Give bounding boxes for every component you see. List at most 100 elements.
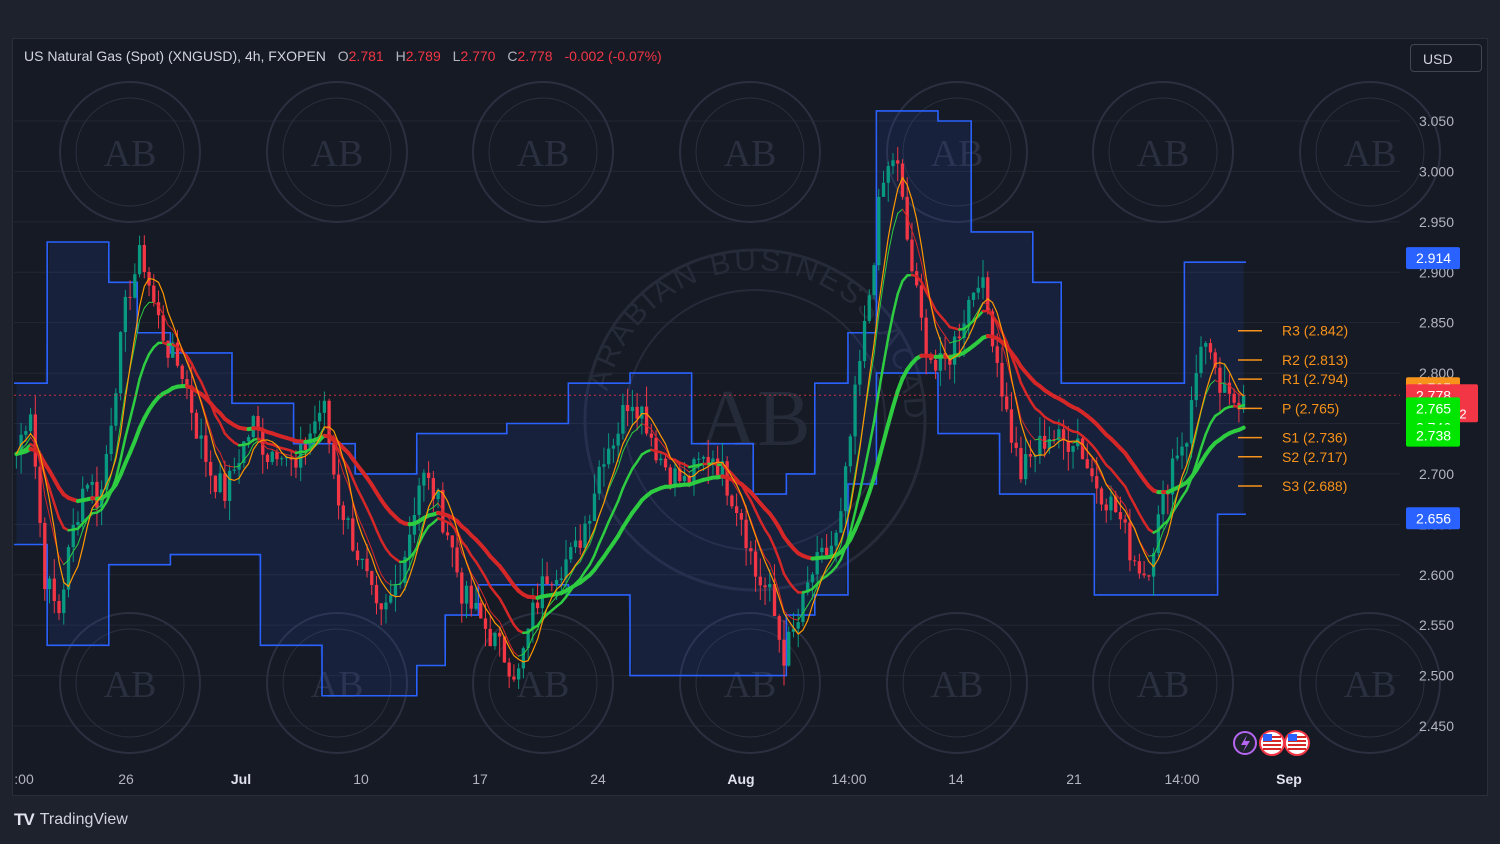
candle[interactable]: [1194, 354, 1198, 408]
candle[interactable]: [933, 349, 938, 379]
candle[interactable]: [810, 571, 815, 600]
candle[interactable]: [976, 276, 980, 300]
candle[interactable]: [109, 407, 113, 461]
candle[interactable]: [1000, 347, 1004, 412]
tradingview-brand[interactable]: TV TradingView: [14, 810, 128, 830]
candle[interactable]: [147, 267, 151, 297]
candle[interactable]: [66, 544, 71, 598]
candle[interactable]: [1218, 357, 1222, 412]
candle[interactable]: [607, 433, 611, 469]
candle[interactable]: [426, 461, 431, 490]
candle[interactable]: [204, 418, 208, 478]
candle[interactable]: [123, 289, 128, 352]
candle[interactable]: [1028, 439, 1033, 468]
event-markers[interactable]: [1233, 730, 1310, 756]
candle[interactable]: [1019, 436, 1023, 483]
candle[interactable]: [659, 451, 663, 466]
candle[interactable]: [663, 453, 668, 471]
candle[interactable]: [431, 471, 436, 512]
candle[interactable]: [365, 544, 369, 578]
candle[interactable]: [379, 602, 383, 626]
candle[interactable]: [1123, 514, 1127, 534]
time-axis[interactable]: :00 26 Jul 10 17 24 Aug 14:00 14 21 14:00 Sep: [14, 771, 1302, 787]
candle[interactable]: [853, 375, 857, 455]
candle[interactable]: [493, 632, 497, 650]
candle[interactable]: [322, 391, 327, 431]
candle[interactable]: [327, 398, 331, 454]
candle[interactable]: [114, 388, 118, 431]
candle[interactable]: [299, 426, 303, 482]
candlestick-series[interactable]: [14, 147, 1246, 690]
candle[interactable]: [578, 524, 582, 555]
candle[interactable]: [791, 612, 796, 638]
candle[interactable]: [460, 567, 464, 623]
candle[interactable]: [351, 503, 355, 552]
candle[interactable]: [569, 542, 573, 563]
candle[interactable]: [156, 290, 161, 329]
candle[interactable]: [644, 386, 649, 436]
candle[interactable]: [1147, 574, 1151, 581]
candle[interactable]: [180, 363, 184, 386]
candle[interactable]: [118, 331, 123, 401]
candle[interactable]: [455, 534, 459, 578]
candle[interactable]: [564, 539, 568, 597]
candle[interactable]: [843, 462, 848, 524]
candle[interactable]: [142, 235, 146, 279]
candle[interactable]: [95, 466, 99, 527]
candle[interactable]: [1232, 388, 1236, 406]
candle[interactable]: [1080, 435, 1085, 460]
candle[interactable]: [47, 575, 52, 604]
candle[interactable]: [1189, 386, 1194, 458]
candle[interactable]: [573, 526, 578, 554]
candle[interactable]: [128, 280, 132, 311]
candle[interactable]: [71, 508, 75, 563]
candle[interactable]: [355, 542, 360, 566]
candle[interactable]: [597, 460, 601, 500]
candle[interactable]: [161, 305, 165, 343]
candle[interactable]: [640, 405, 644, 435]
candle[interactable]: [474, 586, 478, 611]
candle[interactable]: [479, 600, 483, 619]
candle[interactable]: [1090, 458, 1094, 483]
candle[interactable]: [782, 620, 786, 686]
candle[interactable]: [1161, 480, 1165, 529]
candle[interactable]: [900, 159, 905, 200]
candle[interactable]: [1099, 486, 1104, 511]
candle[interactable]: [52, 559, 56, 614]
candle[interactable]: [787, 626, 791, 667]
candle[interactable]: [1071, 445, 1075, 469]
candle[interactable]: [654, 430, 658, 464]
candle[interactable]: [1118, 496, 1123, 530]
candle[interactable]: [824, 534, 829, 558]
candle[interactable]: [758, 558, 762, 600]
candle[interactable]: [1142, 561, 1146, 579]
candle[interactable]: [1204, 341, 1208, 365]
candle[interactable]: [763, 577, 767, 605]
candle[interactable]: [630, 389, 635, 427]
candle[interactable]: [891, 153, 895, 175]
candle[interactable]: [502, 636, 507, 663]
candle[interactable]: [346, 516, 350, 530]
candle[interactable]: [1180, 432, 1184, 470]
candle[interactable]: [488, 615, 492, 647]
candle[interactable]: [1104, 498, 1108, 523]
candle[interactable]: [464, 580, 469, 619]
candle[interactable]: [559, 566, 563, 596]
lightning-event-icon[interactable]: [1233, 731, 1257, 755]
candle[interactable]: [635, 392, 639, 431]
candle[interactable]: [986, 271, 990, 315]
candle[interactable]: [886, 161, 890, 202]
candle[interactable]: [848, 433, 852, 473]
candle[interactable]: [829, 530, 834, 559]
candle[interactable]: [393, 564, 398, 612]
candle[interactable]: [1137, 553, 1142, 579]
candle[interactable]: [768, 569, 772, 602]
candle[interactable]: [1114, 490, 1118, 514]
candle[interactable]: [450, 535, 454, 568]
candle[interactable]: [649, 424, 653, 447]
candle[interactable]: [777, 614, 781, 653]
candle[interactable]: [1042, 419, 1047, 458]
candle[interactable]: [881, 170, 886, 197]
candle[interactable]: [498, 626, 502, 657]
candle[interactable]: [374, 575, 379, 615]
